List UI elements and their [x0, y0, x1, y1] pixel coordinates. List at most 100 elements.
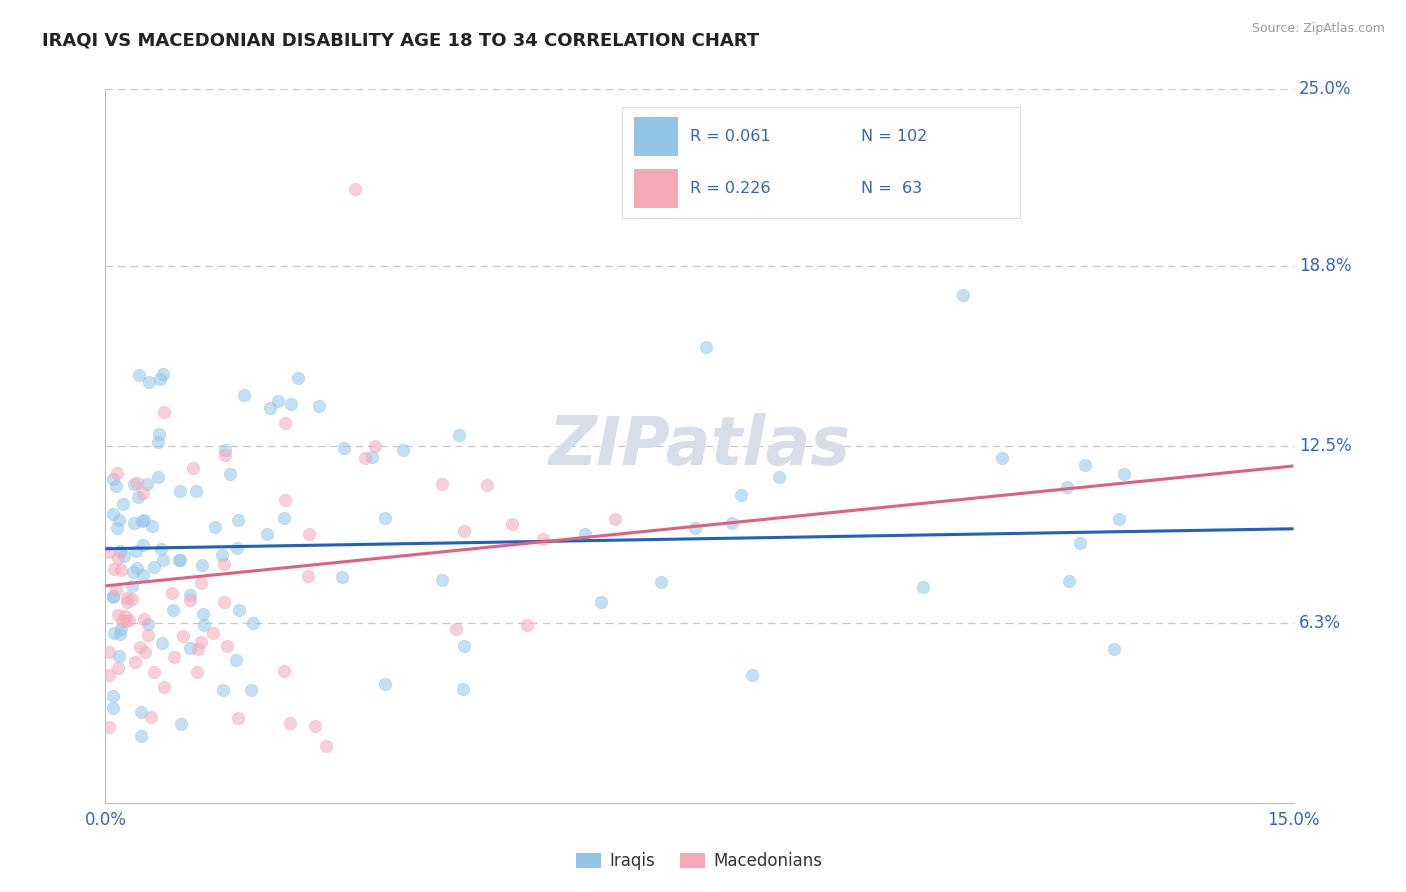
Point [131, 514, 153, 528]
Point [274, 416, 297, 430]
Point [191, 558, 214, 573]
Text: 25.0%: 25.0% [1299, 80, 1351, 98]
Point [304, 719, 326, 733]
Point [430, 476, 453, 491]
Point [695, 340, 717, 354]
Point [374, 677, 396, 691]
Point [218, 467, 240, 481]
Point [169, 553, 191, 567]
Point [129, 640, 152, 654]
Point [138, 616, 160, 631]
Point [574, 527, 596, 541]
Point [1074, 458, 1097, 473]
Text: 6.3%: 6.3% [1299, 614, 1341, 632]
Point [103, 590, 125, 604]
Point [103, 689, 125, 703]
Point [204, 520, 226, 534]
Point [273, 493, 295, 508]
Point [215, 639, 238, 653]
Point [98, 667, 121, 681]
Point [1114, 467, 1136, 481]
Point [190, 634, 212, 648]
Point [107, 661, 129, 675]
Point [105, 582, 128, 597]
Point [1069, 536, 1091, 550]
Point [650, 575, 672, 590]
Point [117, 595, 139, 609]
Point [228, 603, 250, 617]
Point [273, 664, 295, 678]
Point [333, 441, 356, 455]
Point [121, 592, 143, 607]
Point [127, 476, 149, 491]
Point [122, 516, 145, 530]
Point [214, 557, 236, 571]
Point [169, 717, 191, 731]
Point [136, 628, 159, 642]
Point [103, 472, 125, 486]
Point [603, 512, 626, 526]
Point [132, 486, 155, 500]
Point [124, 477, 146, 491]
Point [991, 451, 1014, 466]
Point [169, 553, 191, 567]
Point [163, 650, 186, 665]
Point [122, 566, 145, 580]
Point [112, 497, 135, 511]
Point [108, 627, 131, 641]
Point [129, 705, 152, 719]
Point [160, 586, 183, 600]
Point [430, 573, 453, 587]
Point [730, 488, 752, 502]
Point [135, 477, 157, 491]
Point [211, 548, 233, 562]
Point [149, 372, 172, 386]
Point [105, 521, 128, 535]
Point [239, 683, 262, 698]
Point [132, 568, 155, 582]
Point [108, 649, 131, 664]
Point [103, 562, 125, 576]
Point [330, 570, 353, 584]
Point [105, 466, 128, 480]
Point [98, 544, 121, 558]
Point [179, 592, 201, 607]
Point [172, 629, 194, 643]
Point [152, 553, 174, 567]
Point [129, 729, 152, 743]
Point [125, 561, 148, 575]
Point [132, 513, 155, 527]
Point [115, 591, 138, 606]
Point [107, 551, 129, 566]
Point [343, 182, 366, 196]
Point [212, 595, 235, 609]
Point [169, 483, 191, 498]
Point [128, 368, 150, 383]
Point [212, 682, 235, 697]
Point [280, 396, 302, 410]
Point [148, 426, 170, 441]
Point [132, 612, 155, 626]
Point [226, 711, 249, 725]
Point [453, 639, 475, 653]
Point [179, 588, 201, 602]
Point [256, 527, 278, 541]
Point [162, 603, 184, 617]
Point [98, 720, 121, 734]
Point [374, 511, 396, 525]
Point [186, 484, 208, 499]
Point [226, 541, 249, 555]
Point [308, 399, 330, 413]
Point [447, 428, 470, 442]
Point [315, 739, 337, 753]
Point [392, 442, 415, 457]
Point [287, 370, 309, 384]
Point [589, 595, 612, 609]
Point [181, 461, 204, 475]
Point [531, 533, 554, 547]
Text: 18.8%: 18.8% [1299, 257, 1351, 275]
Point [193, 617, 215, 632]
Point [1108, 512, 1130, 526]
Point [103, 626, 125, 640]
Point [446, 622, 468, 636]
